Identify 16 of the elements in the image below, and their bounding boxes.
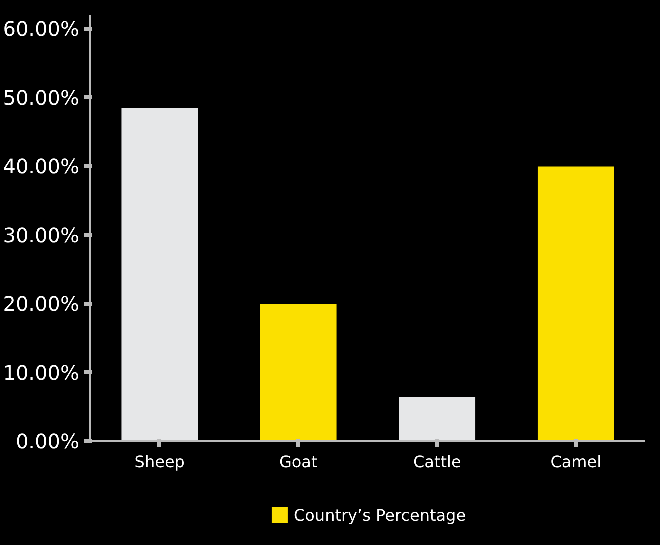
bar [260,304,337,442]
bar [538,166,614,442]
y-tick-label: 0.00% [16,430,80,454]
bar [399,397,476,442]
y-tick-label: 10.00% [3,360,80,385]
legend-label: Country’s Percentage [294,506,466,524]
y-tick-label: 60.00% [3,17,80,42]
y-tick-label: 40.00% [3,154,80,179]
y-tick-label: 20.00% [3,292,80,316]
y-tick-label: 50.00% [3,86,80,110]
x-tick-label: Cattle [413,452,462,472]
x-tick-label: Camel [550,452,602,472]
y-tick-label: 30.00% [3,223,80,248]
bar [122,108,198,442]
x-tick-label: Sheep [134,452,185,472]
x-tick-label: Goat [279,452,318,472]
